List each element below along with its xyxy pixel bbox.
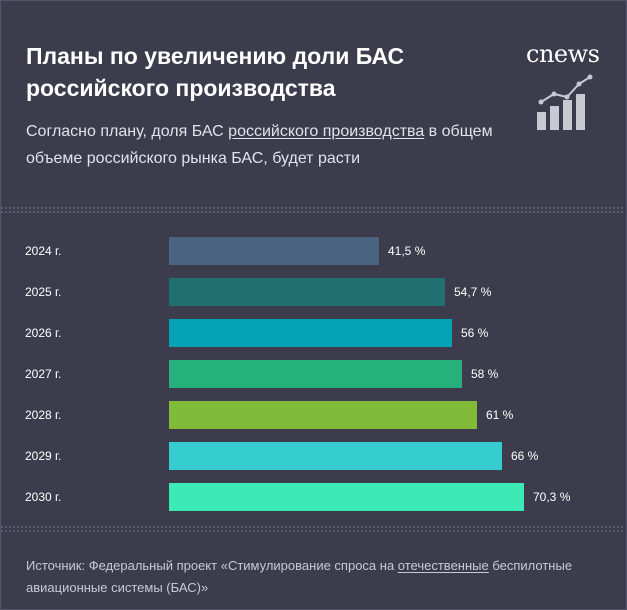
value-label: 41,5 % — [388, 244, 426, 258]
bar[interactable] — [169, 483, 524, 511]
value-label: 66 % — [511, 449, 539, 463]
bar-chart: 2024 г. 41,5 % 2025 г. 54,7 % 2026 г. 56 % 202… — [0, 230, 625, 520]
source-text-end: беспилотные авиационные системы (БАС)» — [26, 558, 573, 595]
page-title: Планы по увеличению доли БАС российского… — [26, 43, 405, 101]
category-label: 2028 г. — [25, 408, 62, 422]
bar[interactable] — [169, 360, 462, 388]
bar[interactable] — [169, 319, 452, 347]
bar[interactable] — [169, 237, 379, 265]
bottom-divider — [0, 525, 625, 534]
subtitle-text-end: в общем объеме российского рынка БАС, бу… — [26, 123, 493, 167]
top-divider — [0, 206, 625, 215]
category-label: 2024 г. — [25, 244, 62, 258]
value-label: 70,3 % — [533, 490, 571, 504]
value-label: 58 % — [471, 367, 499, 381]
source-note: Источник: Федеральный проект «Стимулиров… — [26, 555, 606, 599]
bar[interactable] — [169, 401, 477, 429]
growth-chart-icon — [537, 74, 593, 130]
source-text-start: Источник: Федеральный проект «Стимулиров… — [26, 558, 398, 573]
bar[interactable] — [169, 278, 445, 306]
subtitle: Согласно плану, доля БАС российского про… — [26, 118, 496, 172]
subtitle-text-start: Согласно плану, доля БАС — [26, 123, 229, 140]
cnews-logo[interactable]: cnews — [526, 40, 600, 68]
category-label: 2025 г. — [25, 285, 62, 299]
bar[interactable] — [169, 442, 502, 470]
value-label: 56 % — [461, 326, 489, 340]
category-label: 2027 г. — [25, 367, 62, 381]
value-label: 54,7 % — [454, 285, 492, 299]
source-link[interactable]: отечественные — [397, 558, 489, 573]
subtitle-link[interactable]: российского производства — [228, 123, 425, 140]
category-label: 2029 г. — [25, 449, 62, 463]
category-label: 2030 г. — [25, 490, 62, 504]
category-label: 2026 г. — [25, 326, 62, 340]
value-label: 61 % — [486, 408, 514, 422]
